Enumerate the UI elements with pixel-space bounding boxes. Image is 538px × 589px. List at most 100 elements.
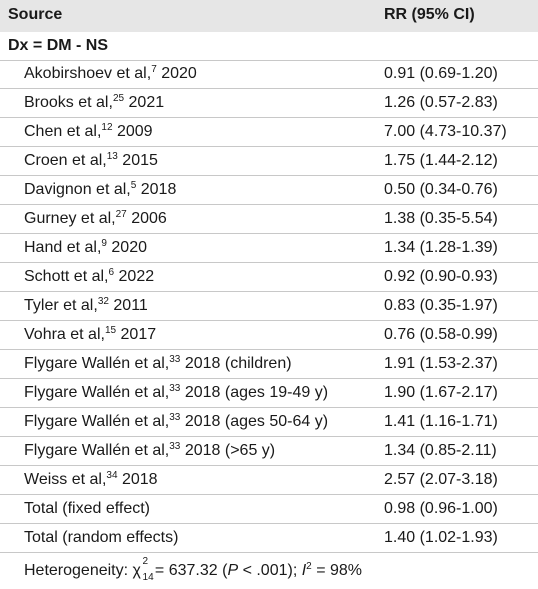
study-author: Flygare Wallén et al, (24, 384, 170, 401)
study-rr: 1.90 (1.67-2.17) (384, 384, 498, 401)
study-year: 2018 (>65 y) (184, 442, 276, 459)
study-reference: 13 (106, 151, 118, 162)
chi-subscript: 14 (142, 572, 154, 583)
study-reference: 9 (101, 238, 107, 249)
chi-square-symbol: χ 2 14 (132, 556, 154, 583)
study-row: Schott et al,6 2022 0.92 (0.90-0.93) (0, 263, 538, 292)
study-year: 2017 (120, 326, 157, 343)
i-symbol: I (301, 562, 307, 579)
study-row: Tyler et al,32 2011 0.83 (0.35-1.97) (0, 292, 538, 321)
study-rr: 1.26 (0.57-2.83) (384, 94, 498, 111)
study-year: 2006 (131, 210, 167, 227)
study-row: Hand et al,9 2020 1.34 (1.28-1.39) (0, 234, 538, 263)
source-column-header: Source (8, 6, 63, 23)
study-reference: 27 (115, 209, 127, 220)
chi-value: = 637.32 (154, 562, 218, 579)
study-reference: 32 (97, 296, 109, 307)
study-reference: 5 (130, 180, 137, 191)
study-source: Weiss et al,34 2018 (24, 471, 158, 489)
study-author: Gurney et al, (24, 210, 116, 227)
study-reference: 12 (101, 122, 113, 133)
study-reference: 6 (108, 267, 115, 278)
study-author: Hand et al, (24, 239, 102, 256)
study-author: Davignon et al, (24, 181, 131, 198)
study-reference: 33 (169, 383, 181, 394)
study-row: Flygare Wallén et al,33 2018 (ages 50-64… (0, 408, 538, 437)
total-row: Total (fixed effect) 0.98 (0.96-1.00) (0, 495, 538, 524)
study-row: Flygare Wallén et al,33 2018 (>65 y) 1.34… (0, 437, 538, 466)
group-label: Dx = DM - NS (8, 37, 109, 54)
study-year: 2015 (122, 152, 158, 169)
study-row: Vohra et al,15 2017 0.76 (0.58-0.99) (0, 321, 538, 350)
total-label: Total (random effects) (24, 529, 179, 546)
study-source: Schott et al,6 2022 (24, 268, 154, 286)
study-author: Vohra et al, (24, 326, 105, 343)
study-author: Flygare Wallén et al, (24, 355, 170, 372)
study-row: Brooks et al,25 2021 1.26 (0.57-2.83) (0, 89, 538, 118)
study-year: 2020 (161, 65, 197, 82)
study-year: 2011 (113, 297, 148, 314)
study-rr: 1.41 (1.16-1.71) (384, 413, 498, 430)
study-row: Davignon et al,5 2018 0.50 (0.34-0.76) (0, 176, 538, 205)
study-rr: 0.83 (0.35-1.97) (384, 297, 498, 314)
study-rr: 1.91 (1.53-2.37) (384, 355, 498, 372)
study-source: Vohra et al,15 2017 (24, 326, 156, 344)
p-value: < .001); (242, 562, 298, 579)
study-reference: 15 (104, 325, 117, 336)
study-reference: 7 (151, 64, 157, 75)
heterogeneity-row: Heterogeneity: χ 2 14 = 637.32 (P < .001); … (0, 556, 538, 589)
study-year: 2020 (111, 239, 147, 256)
study-author: Croen et al, (24, 152, 107, 169)
table-header: Source RR (95% CI) (0, 0, 538, 32)
study-rr: 1.34 (1.28-1.39) (384, 239, 498, 256)
total-label: Total (fixed effect) (24, 500, 150, 517)
study-source: Davignon et al,5 2018 (24, 181, 176, 199)
study-row: Flygare Wallén et al,33 2018 (ages 19-49… (0, 379, 538, 408)
p-open: ( (222, 562, 228, 579)
study-source: Flygare Wallén et al,33 2018 (ages 19-49… (24, 384, 328, 402)
p-symbol: P (227, 562, 239, 579)
total-row: Total (random effects) 1.40 (1.02-1.93) (0, 524, 538, 553)
total-rr: 1.40 (1.02-1.93) (384, 529, 498, 546)
study-year: 2018 (ages 19-49 y) (184, 384, 329, 401)
study-rr: 0.92 (0.90-0.93) (384, 268, 498, 285)
study-source: Flygare Wallén et al,33 2018 (>65 y) (24, 442, 275, 460)
study-source: Chen et al,12 2009 (24, 123, 153, 141)
study-author: Akobirshoev et al, (24, 65, 152, 82)
study-reference: 33 (169, 412, 181, 423)
chi-letter: χ (132, 562, 141, 579)
i-superscript: 2 (306, 561, 312, 572)
group-row: Dx = DM - NS (0, 32, 538, 61)
study-source: Croen et al,13 2015 (24, 152, 158, 170)
study-author: Schott et al, (24, 268, 109, 285)
study-row: Weiss et al,34 2018 2.57 (2.07-3.18) (0, 466, 538, 495)
study-rr: 7.00 (4.73-10.37) (384, 123, 507, 140)
heterogeneity-prefix: Heterogeneity: (24, 562, 129, 579)
study-source: Tyler et al,32 2011 (24, 297, 148, 315)
study-rr: 0.91 (0.69-1.20) (384, 65, 498, 82)
study-source: Gurney et al,27 2006 (24, 210, 167, 228)
study-year: 2018 (children) (184, 355, 292, 372)
study-rr: 1.34 (0.85-2.11) (384, 442, 497, 459)
study-rr: 1.75 (1.44-2.12) (384, 152, 498, 169)
study-row: Akobirshoev et al,7 2020 0.91 (0.69-1.20) (0, 60, 538, 89)
study-author: Brooks et al, (24, 94, 113, 111)
study-year: 2022 (118, 268, 155, 285)
study-source: Hand et al,9 2020 (24, 239, 147, 257)
study-source: Brooks et al,25 2021 (24, 94, 164, 112)
study-rows: Akobirshoev et al,7 2020 0.91 (0.69-1.20)… (0, 60, 538, 553)
study-reference: 25 (112, 93, 125, 104)
rr-column-header: RR (95% CI) (384, 6, 475, 23)
study-year: 2009 (116, 123, 153, 140)
study-source: Akobirshoev et al,7 2020 (24, 65, 197, 83)
study-author: Tyler et al, (24, 297, 98, 314)
study-row: Chen et al,12 2009 7.00 (4.73-10.37) (0, 118, 538, 147)
study-row: Flygare Wallén et al,33 2018 (children) 1… (0, 350, 538, 379)
study-year: 2018 (121, 471, 158, 488)
study-reference: 33 (169, 354, 181, 365)
i-value: = 98% (316, 562, 362, 579)
study-reference: 34 (106, 470, 118, 481)
study-source: Flygare Wallén et al,33 2018 (children) (24, 355, 292, 373)
study-author: Flygare Wallén et al, (24, 413, 170, 430)
